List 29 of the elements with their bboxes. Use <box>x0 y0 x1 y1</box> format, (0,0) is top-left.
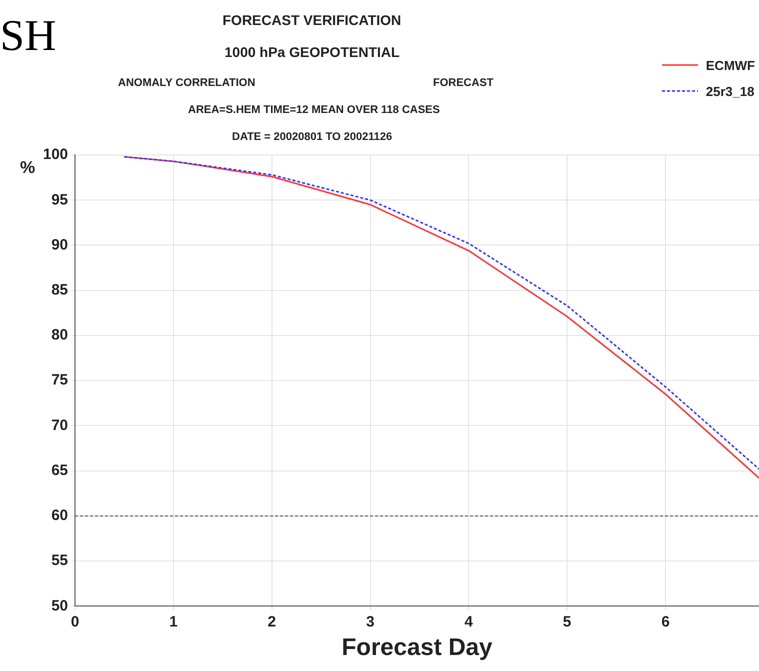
x-tick-label: 3 <box>366 613 374 630</box>
x-tick-label: 5 <box>562 613 572 630</box>
text: ANOMALY CORRELATION <box>118 77 256 89</box>
y-tick-label: 65 <box>51 462 68 479</box>
text: AREA=S.HEM TIME=12 MEAN OVER 118 CASES <box>188 104 440 116</box>
text: FORECAST <box>433 77 494 89</box>
x-tick-label: 4 <box>464 613 474 630</box>
y-tick-label: 70 <box>51 416 68 434</box>
chart-title: FORECAST VERIFICATION <box>222 12 402 28</box>
x-tick-label: 0 <box>70 613 80 630</box>
x-tick-label: 1 <box>169 613 178 630</box>
legend-label: ECMWF <box>706 58 755 72</box>
y-tick-label: 90 <box>51 236 68 254</box>
text: SH <box>0 10 56 61</box>
y-tick-label: 80 <box>51 326 68 344</box>
y-axis-title: % <box>20 158 36 177</box>
chart-subtitle: 1000 hPa GEOPOTENTIAL <box>224 44 400 60</box>
x-tick-label: 2 <box>268 613 276 630</box>
y-tick-label: 85 <box>51 282 68 298</box>
y-tick-label: 55 <box>51 552 68 570</box>
y-tick-label: 50 <box>51 597 68 614</box>
y-tick-label: 95 <box>51 191 68 208</box>
y-tick-label: 75 <box>51 372 68 389</box>
x-axis-title: Forecast Day <box>342 634 494 662</box>
y-tick-label: 60 <box>51 507 68 524</box>
x-tick-label: 6 <box>661 613 670 630</box>
legend-label: 25r3_18 <box>706 84 754 98</box>
y-tick-label: 100 <box>42 146 68 164</box>
text: DATE = 20020801 TO 20021126 <box>232 131 392 143</box>
